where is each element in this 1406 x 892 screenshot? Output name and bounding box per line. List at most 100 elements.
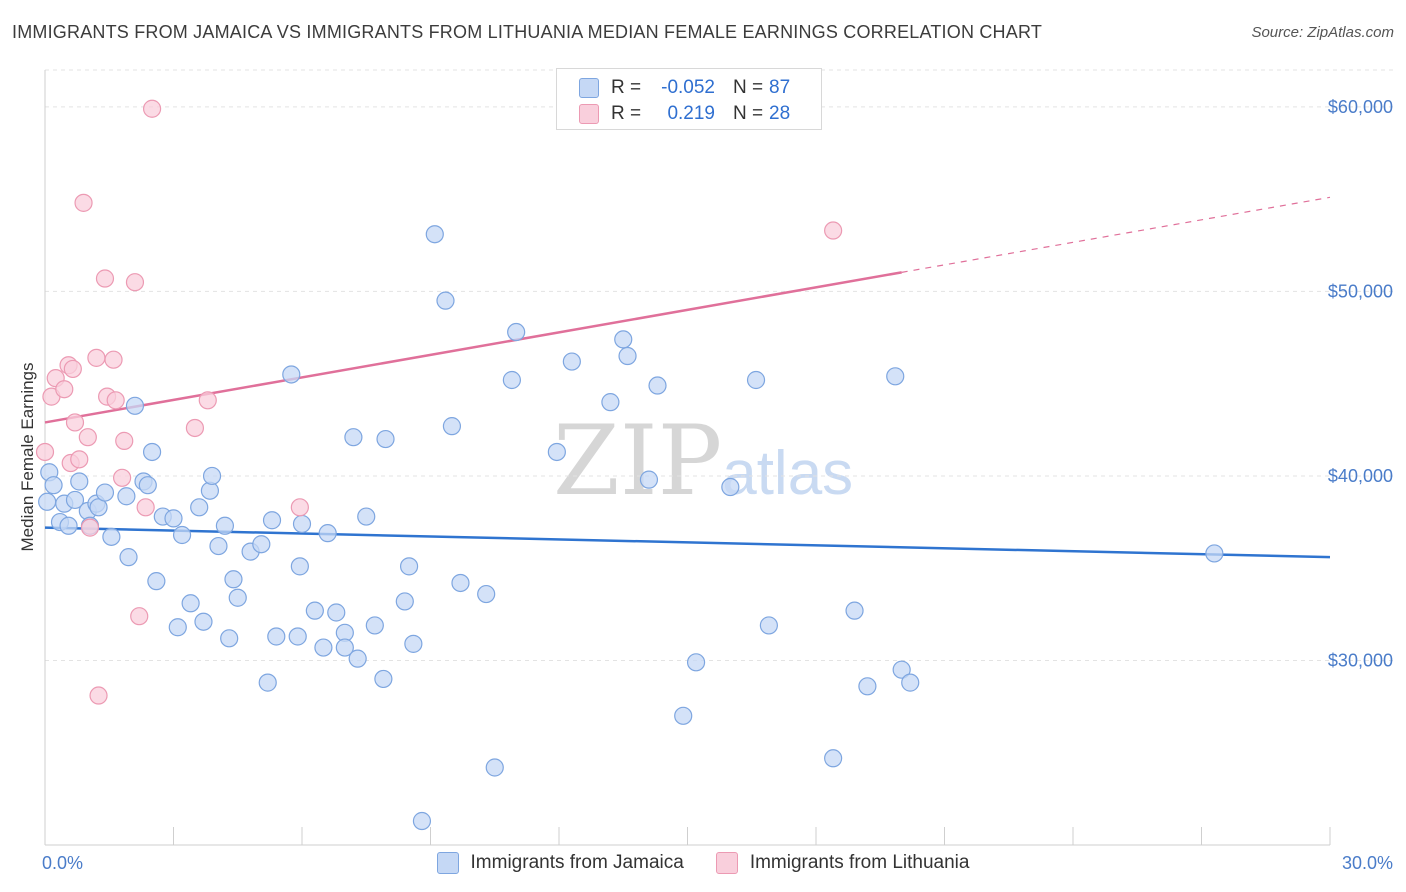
point-jamaica [59, 516, 78, 535]
point-jamaica [365, 616, 384, 635]
point-jamaica [288, 627, 307, 646]
point-lithuania [63, 359, 82, 379]
series-jamaica-points [38, 225, 1224, 831]
stats-legend: R = -0.052 N = 87 R = 0.219 N = 28 [556, 68, 822, 130]
legend-swatch-jamaica [579, 78, 599, 98]
y-tick-label: $30,000 [1328, 650, 1393, 670]
point-lithuania [104, 350, 123, 369]
point-jamaica [344, 428, 363, 447]
point-jamaica [601, 393, 620, 412]
point-jamaica [190, 498, 209, 517]
chart-title: IMMIGRANTS FROM JAMAICA VS IMMIGRANTS FR… [12, 22, 1043, 42]
point-jamaica [477, 584, 496, 604]
point-jamaica [215, 516, 234, 535]
legend-item-jamaica[interactable]: Immigrants from Jamaica [436, 852, 684, 874]
point-jamaica [686, 653, 706, 672]
point-jamaica [618, 346, 637, 366]
point-lithuania [125, 273, 145, 292]
point-jamaica [258, 673, 277, 692]
legend-row-jamaica: R = -0.052 N = 87 [579, 76, 790, 100]
point-jamaica [674, 706, 693, 725]
point-jamaica [70, 472, 89, 491]
point-jamaica [117, 487, 136, 506]
point-jamaica [721, 477, 740, 497]
point-jamaica [746, 370, 766, 390]
point-jamaica [412, 811, 432, 831]
point-jamaica [290, 557, 309, 576]
legend-item-lithuania[interactable]: Immigrants from Lithuania [715, 852, 970, 874]
point-jamaica [262, 511, 282, 530]
trend-line-solid [44, 271, 902, 424]
point-jamaica [147, 572, 166, 591]
point-jamaica [102, 527, 121, 546]
point-lithuania [95, 269, 115, 288]
point-jamaica [547, 442, 566, 462]
watermark-atlas: atlas [722, 439, 854, 508]
point-jamaica [1205, 544, 1224, 563]
legend-row-lithuania: R = 0.219 N = 28 [579, 102, 790, 126]
point-jamaica [562, 352, 581, 371]
point-jamaica [267, 627, 286, 646]
axes [44, 70, 1331, 846]
x-tick-label: 30.0% [1342, 853, 1393, 873]
point-jamaica [335, 638, 354, 657]
point-jamaica [845, 601, 864, 620]
trend-line-solid [44, 526, 1331, 559]
point-jamaica [425, 225, 444, 244]
point-jamaica [614, 330, 633, 349]
legend-swatch-lithuania [579, 104, 599, 124]
legend-r-label: R = [611, 103, 642, 124]
x-tick-labels: 0.0% 30.0% [42, 853, 1393, 873]
point-lithuania [198, 391, 217, 410]
point-jamaica [209, 536, 228, 556]
point-jamaica [181, 594, 200, 613]
point-jamaica [168, 618, 187, 637]
point-jamaica [38, 492, 57, 511]
point-jamaica [376, 429, 395, 449]
point-jamaica [451, 573, 470, 593]
y-tick-label: $50,000 [1328, 281, 1393, 301]
point-jamaica [648, 376, 667, 395]
point-jamaica [824, 749, 843, 768]
point-jamaica [220, 629, 239, 648]
point-lithuania [130, 607, 149, 626]
point-jamaica [314, 638, 333, 657]
legend-label-jamaica: Immigrants from Jamaica [470, 852, 684, 873]
point-jamaica [886, 367, 905, 386]
point-jamaica [119, 548, 138, 567]
point-lithuania [78, 428, 97, 447]
point-jamaica [164, 509, 183, 528]
trend-lines [44, 196, 1331, 559]
point-lithuania [106, 391, 125, 410]
point-jamaica [292, 514, 312, 534]
point-jamaica [442, 417, 462, 436]
point-lithuania [87, 348, 106, 367]
point-jamaica [228, 588, 247, 607]
point-lithuania [115, 431, 134, 450]
legend-swatch-jamaica [436, 852, 459, 874]
legend-n-value: 87 [769, 77, 791, 98]
point-jamaica [404, 634, 423, 653]
series-lithuania-points [35, 99, 843, 705]
point-lithuania [74, 193, 93, 212]
point-jamaica [901, 673, 920, 692]
point-lithuania [290, 498, 309, 517]
legend-n-label: N = [733, 103, 764, 124]
point-jamaica [252, 535, 271, 554]
point-jamaica [395, 592, 414, 611]
point-jamaica [485, 758, 504, 777]
legend-swatch-lithuania [715, 852, 738, 874]
source-credit: Source: ZipAtlas.com [1251, 24, 1394, 41]
y-axis-label: Median Female Earnings [18, 363, 37, 552]
point-jamaica [892, 660, 911, 679]
point-jamaica [399, 557, 419, 576]
legend-label-lithuania: Immigrants from Lithuania [749, 852, 970, 873]
point-jamaica [639, 470, 659, 489]
point-jamaica [507, 322, 526, 342]
point-jamaica [318, 524, 337, 543]
point-lithuania [185, 418, 205, 438]
point-lithuania [112, 468, 132, 487]
trend-line-dashed [901, 196, 1331, 273]
point-jamaica [858, 677, 877, 696]
point-jamaica [327, 603, 346, 622]
